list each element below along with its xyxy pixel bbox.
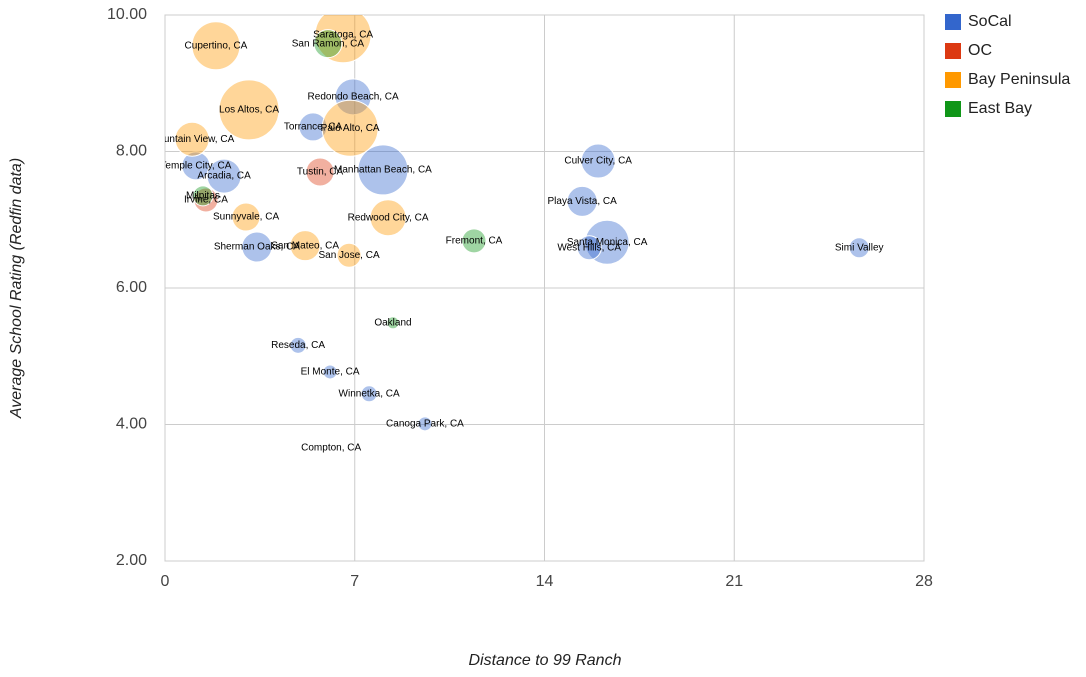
y-tick-label: 8.00 [116,143,147,160]
bubble-label: Milpitas [186,191,220,202]
bubble-label: Sunnyvale, CA [213,212,279,223]
x-tick-label: 21 [725,573,743,590]
x-tick-label: 14 [536,573,554,590]
bubble-label: San Jose, CA [318,250,379,261]
legend-label: OC [968,42,992,59]
bubble [289,336,307,354]
bubble [417,416,433,432]
bubble [231,202,261,232]
plot: Redondo Beach, CA Torrance, CA Temple City… [150,15,884,453]
bubble-label: Redwood City, CA [348,212,429,223]
bubble [174,121,210,157]
bubble-label: Tustin, CA [297,167,344,178]
bubble [576,235,602,261]
bubble [191,21,241,71]
bubble [218,79,280,141]
legend-label: Bay Peninsula [968,71,1070,88]
bubble [580,143,616,179]
bubble-label: Temple City, CA [160,160,231,171]
bubble-label: Torrance, CA [284,122,343,133]
bubble-label: Simi Valley [835,242,884,253]
x-axis-title: Distance to 99 Ranch [469,652,622,669]
bubble [289,230,321,262]
bubble [461,228,487,254]
bubble [584,219,630,265]
bubble-label: Sherman Oaks, CA [214,242,300,253]
bubble [313,29,343,59]
bubble-label: San Mateo, CA [271,240,339,251]
legend-swatch [945,72,961,88]
y-tick-label: 2.00 [116,552,147,569]
bubble [334,78,372,116]
legend-swatch [945,14,961,30]
bubble [369,199,407,237]
bubble-label: Cupertino, CA [185,40,248,51]
bubble [322,364,338,380]
bubble-label: El Monte, CA [301,367,360,378]
bubble [329,446,333,450]
bubble-label: Playa Vista, CA [548,196,618,207]
bubble-label: Saratoga, CA [313,29,373,40]
bubble-label: San Ramon, CA [292,38,365,49]
x-tick-label: 28 [915,573,933,590]
x-tick-label: 7 [350,573,359,590]
bubble-label: Manhattan Beach, CA [334,165,432,176]
legend-swatch [945,43,961,59]
bubble-label: Oakland [374,317,411,328]
bubble-label: Canoga Park, CA [386,418,464,429]
y-axis-title: Average School Rating (Redfin data) [8,158,25,419]
bubble-label: Culver City, CA [564,156,632,167]
legend-swatch [945,101,961,117]
bubble [360,385,378,403]
bubble [357,144,409,196]
bubble-label: Fremont, CA [446,236,503,247]
bubble [321,99,379,157]
bubble [305,157,335,187]
bubble-label: Arcadia, CA [197,171,251,182]
legend-label: SoCal [968,13,1012,30]
bubble [566,185,598,217]
bubble [206,158,242,194]
bubble [241,231,273,263]
bubble-label: Compton, CA [301,442,361,453]
bubble-label: Redondo Beach, CA [308,92,400,103]
bubble [298,112,328,142]
legend-label: East Bay [968,100,1032,117]
bubble-label: Santa Monica, CA [567,237,648,248]
bubble-label: Winnetka, CA [339,388,400,399]
bubble [336,242,362,268]
bubble-label: Reseda, CA [271,340,325,351]
bubble-label: West Hills, CA [557,242,621,253]
y-tick-label: 6.00 [116,279,147,296]
bubble-label: Palo Alto, CA [321,123,380,134]
bubble-label: Mountain View, CA [150,134,235,145]
bubble [386,316,400,330]
bubble-label: Los Altos, CA [219,105,279,116]
bubble-label: Irvine, CA [184,195,228,206]
bubble [314,15,372,64]
y-tick-label: 10.00 [107,6,147,23]
bubble [848,237,870,259]
bubble [192,185,214,207]
y-tick-label: 4.00 [116,416,147,433]
x-tick-label: 0 [161,573,170,590]
